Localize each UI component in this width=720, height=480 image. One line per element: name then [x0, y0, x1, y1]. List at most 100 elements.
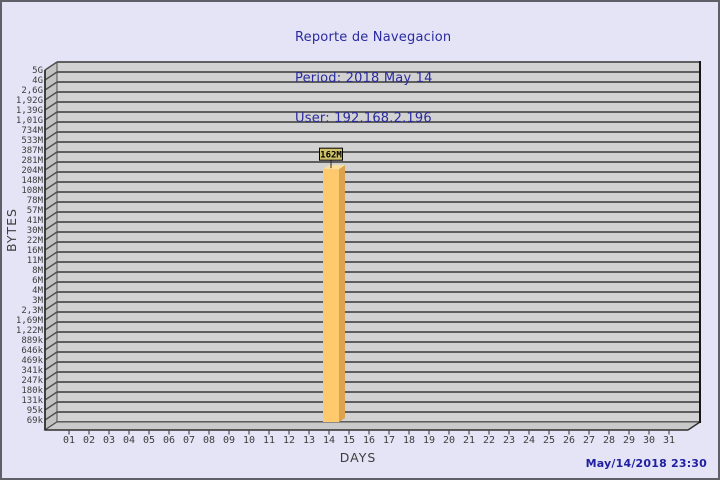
- x-tick-label: 02: [83, 435, 95, 446]
- floor: [43, 421, 702, 431]
- x-tick-label: 11: [263, 435, 275, 446]
- wall-tick: [44, 151, 58, 161]
- y-tick-label: 4M: [32, 286, 43, 296]
- y-tick-label: 131k: [21, 396, 43, 406]
- wall-tick: [44, 91, 58, 101]
- wall-tick: [44, 71, 58, 81]
- x-tick-label: 04: [123, 435, 135, 446]
- y-tick-label: 1,22M: [16, 326, 44, 336]
- x-tick-label: 14: [323, 435, 335, 446]
- y-tick-label: 78M: [27, 196, 44, 206]
- wall-tick: [44, 261, 58, 271]
- y-tick-label: 2,3M: [21, 306, 43, 316]
- y-tick-label: 8M: [32, 266, 43, 276]
- wall-tick: [44, 311, 58, 321]
- wall-tick: [44, 101, 58, 111]
- wall-tick: [44, 271, 58, 281]
- x-tick-label: 15: [343, 435, 355, 446]
- y-tick-label: 22M: [27, 236, 44, 246]
- wall-tick: [44, 361, 58, 371]
- wall-tick: [44, 121, 58, 131]
- y-tick-label: 4G: [32, 76, 43, 86]
- wall-tick: [44, 341, 58, 351]
- y-tick-label: 180k: [21, 386, 43, 396]
- x-tick-label: 31: [663, 435, 675, 446]
- y-tick-label: 11M: [27, 256, 44, 266]
- y-tick-label: 69k: [27, 416, 44, 426]
- wall-tick: [44, 351, 58, 361]
- x-tick-label: 19: [423, 435, 435, 446]
- bar-side-face: [339, 165, 345, 423]
- wall-tick: [44, 321, 58, 331]
- y-tick-label: 108M: [21, 186, 43, 196]
- y-tick-label: 1,01G: [16, 116, 43, 126]
- y-tick-label: 1,39G: [16, 106, 43, 116]
- y-tick-label: 3M: [32, 296, 43, 306]
- x-tick-label: 10: [243, 435, 255, 446]
- wall-tick: [44, 391, 58, 401]
- x-tick-label: 13: [303, 435, 315, 446]
- wall-tick: [44, 331, 58, 341]
- y-tick-label: 2,6G: [21, 86, 43, 96]
- bar-top-face: [323, 165, 345, 170]
- x-tick-label: 28: [603, 435, 615, 446]
- wall-tick: [44, 291, 58, 301]
- y-tick-label: 281M: [21, 156, 43, 166]
- y-tick-label: 148M: [21, 176, 43, 186]
- wall-tick: [44, 371, 58, 381]
- x-tick-label: 22: [483, 435, 495, 446]
- y-tick-label: 646k: [21, 346, 43, 356]
- x-tick-label: 25: [543, 435, 555, 446]
- y-tick-label: 1,69M: [16, 316, 44, 326]
- y-tick-label: 734M: [21, 126, 43, 136]
- y-tick-label: 57M: [27, 206, 44, 216]
- wall-tick: [44, 241, 58, 251]
- report-header: Reporte de Navegacion Period: 2018 May 1…: [295, 4, 451, 139]
- bar-value-box: [319, 147, 343, 161]
- wall-tick: [44, 81, 58, 91]
- wall-tick: [44, 111, 58, 121]
- x-tick-label: 08: [203, 435, 215, 446]
- y-tick-label: 16M: [27, 246, 44, 256]
- x-tick-label: 12: [283, 435, 295, 446]
- y-tick-label: 30M: [27, 226, 44, 236]
- x-tick-label: 03: [103, 435, 115, 446]
- y-tick-label: 533M: [21, 136, 43, 146]
- y-axis-title: BYTES: [4, 208, 19, 252]
- y-tick-label: 387M: [21, 146, 43, 156]
- x-tick-label: 26: [563, 435, 575, 446]
- x-tick-label: 07: [183, 435, 195, 446]
- x-tick-label: 17: [383, 435, 395, 446]
- wall-tick: [44, 161, 58, 171]
- x-tick-label: 23: [503, 435, 515, 446]
- wall-tick: [44, 281, 58, 291]
- y-tick-label: 6M: [32, 276, 43, 286]
- wall-tick: [44, 211, 58, 221]
- x-tick-label: 16: [363, 435, 375, 446]
- y-tick-label: 341k: [21, 366, 43, 376]
- x-tick-label: 29: [623, 435, 635, 446]
- report-period: Period: 2018 May 14: [295, 70, 433, 86]
- x-tick-label: 20: [443, 435, 455, 446]
- wall-tick: [44, 191, 58, 201]
- x-tick-label: 09: [223, 435, 235, 446]
- y-tick-label: 889k: [21, 336, 43, 346]
- generation-timestamp: May/14/2018 23:30: [585, 457, 707, 470]
- y-tick-label: 1,92G: [16, 96, 43, 106]
- report-title: Reporte de Navegacion: [295, 30, 452, 45]
- report-user: User: 192.168.2.196: [295, 111, 432, 126]
- x-tick-label: 27: [583, 435, 595, 446]
- wall-tick: [44, 221, 58, 231]
- wall-tick: [44, 171, 58, 181]
- wall-tick: [44, 301, 58, 311]
- wall-tick: [44, 201, 58, 211]
- wall-tick: [44, 131, 58, 141]
- y-tick-label: 95k: [27, 406, 44, 416]
- x-axis-title: DAYS: [339, 450, 377, 465]
- y-tick-label: 469k: [21, 356, 43, 366]
- x-tick-label: 24: [523, 435, 535, 446]
- wall-tick: [44, 401, 58, 411]
- x-tick-label: 05: [143, 435, 155, 446]
